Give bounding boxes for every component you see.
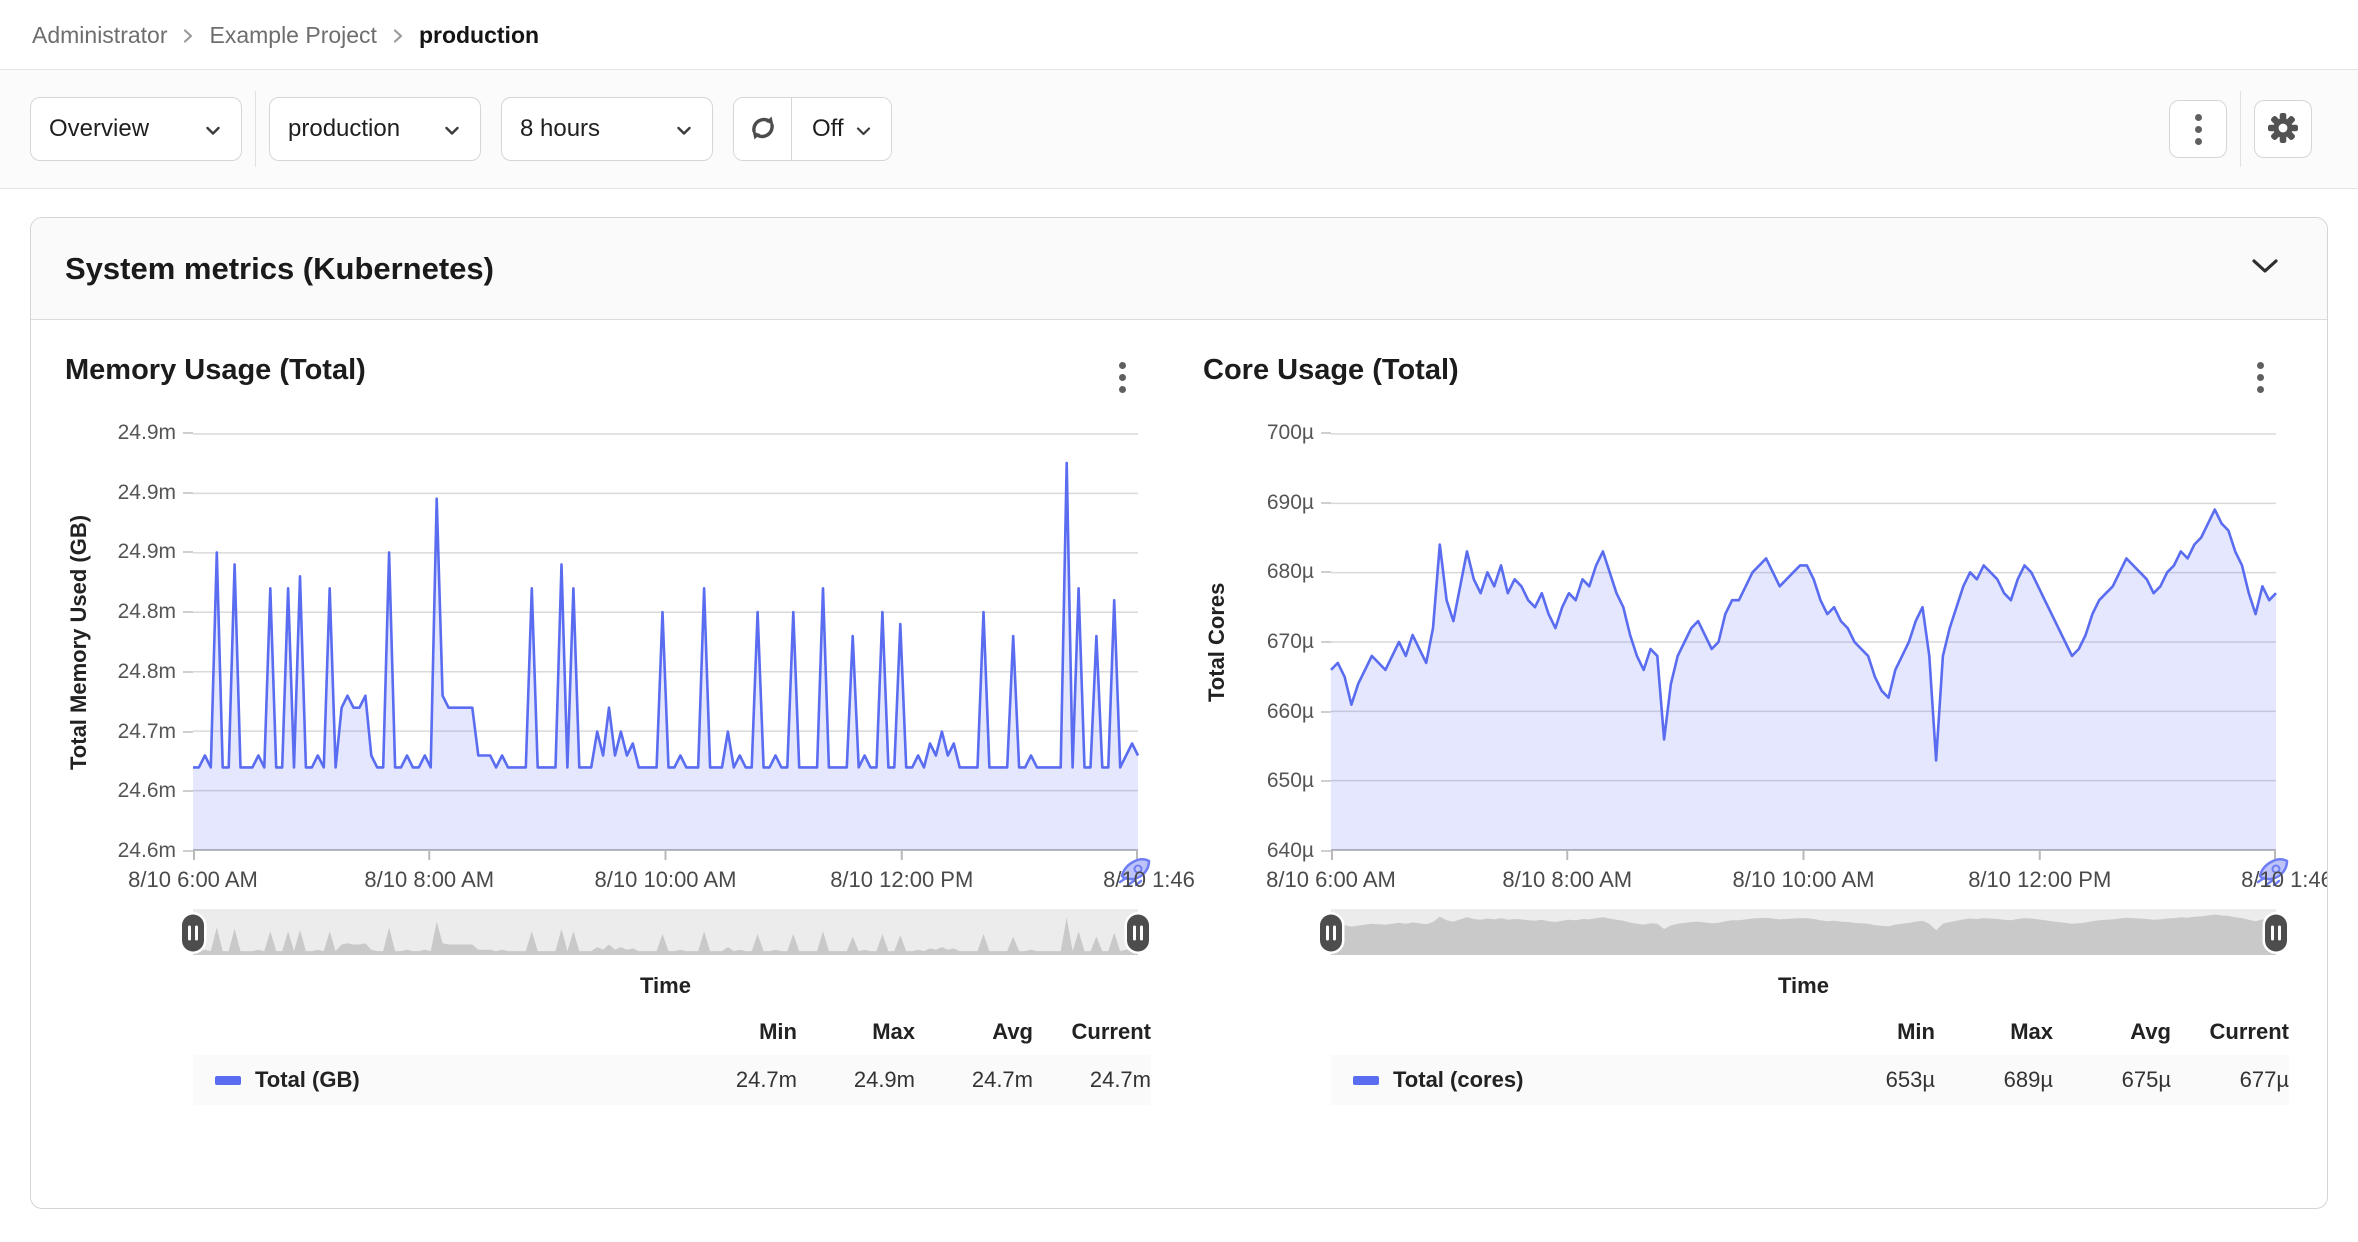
- legend-value: 677µ: [2239, 1067, 2289, 1092]
- legend-header-max: Max: [872, 1019, 915, 1044]
- panel-body: Memory Usage (Total) Total Memory Used (…: [31, 320, 2327, 1105]
- chart-menu-button[interactable]: [1107, 354, 1138, 401]
- legend-header-max: Max: [2010, 1019, 2053, 1044]
- legend-header-avg: Avg: [992, 1019, 1033, 1044]
- toolbar-divider: [2240, 91, 2241, 167]
- x-axis-label: Time: [1778, 973, 1829, 998]
- x-tick-label: 8/10 6:00 AM: [1266, 867, 1396, 892]
- breadcrumb: Administrator Example Project production: [0, 0, 2358, 69]
- y-axis-ticks: 700µ 690µ 680µ 670µ 660µ 650µ 640µ: [1231, 421, 1331, 862]
- brush-handle-right[interactable]: [1127, 914, 1149, 952]
- legend-value: 24.7m: [971, 1067, 1033, 1092]
- series-swatch-icon: [215, 1075, 241, 1085]
- legend-table: Min Max Avg Current Total (cores) 653µ 689µ 67…: [1331, 1009, 2289, 1105]
- x-axis-ticks: 8/10 6:00 AM 8/10 8:00 AM 8/10 10:00 AM 8/1…: [128, 861, 1195, 901]
- toolbar-divider: [255, 91, 256, 167]
- time-range-select[interactable]: 8 hours: [501, 97, 713, 161]
- chart-title: Memory Usage (Total): [65, 354, 366, 386]
- gear-icon: [2265, 110, 2301, 149]
- chevron-down-icon: [205, 115, 221, 143]
- time-range-brush[interactable]: [1320, 909, 2287, 957]
- x-tick-label: 8/10 6:00 AM: [128, 867, 258, 892]
- brush-handle-left[interactable]: [1320, 914, 1342, 952]
- y-axis-title: Total Cores: [1204, 582, 1229, 702]
- breadcrumb-item-project[interactable]: Example Project: [209, 22, 377, 48]
- legend-headers: Min Max Avg Current: [193, 1009, 1151, 1055]
- auto-refresh-value: Off: [812, 115, 844, 142]
- legend-header-current: Current: [2209, 1019, 2289, 1044]
- chevron-right-icon: [182, 27, 194, 45]
- y-axis-title: Total Memory Used (GB): [66, 514, 91, 770]
- x-tick-label: 8/10 12:00 PM: [1968, 867, 2112, 892]
- x-tick-label: 8/10 8:00 AM: [364, 867, 495, 892]
- filters-toolbar: Overview production 8 hours: [0, 69, 2358, 189]
- legend-rows: Total (cores) 653µ 689µ 675µ 677µ: [1331, 1055, 2289, 1105]
- x-tick-label: 8/10 10:00 AM: [594, 867, 737, 892]
- toolbar-right-actions: [2169, 91, 2312, 167]
- settings-button[interactable]: [2254, 100, 2312, 158]
- brush-handle-right[interactable]: [2265, 914, 2287, 952]
- core-usage-chart: Core Usage (Total) Total Cores 700µ 690µ 6…: [1203, 354, 2327, 1105]
- y-axis-ticks: 24.9m 24.9m 24.9m 24.8m 24.8m 24.7m 24.6m 24.6m: [93, 421, 193, 862]
- legend-header-min: Min: [1897, 1019, 1935, 1044]
- x-tick-label: 8/10 8:00 AM: [1502, 867, 1633, 892]
- chart-title: Core Usage (Total): [1203, 354, 1459, 386]
- refresh-icon: [746, 111, 780, 148]
- legend-value: 24.7m: [1089, 1067, 1151, 1092]
- legend-value: 653µ: [1885, 1067, 1935, 1092]
- legend-headers: Min Max Avg Current: [1331, 1009, 2289, 1055]
- auto-refresh-interval-button[interactable]: Off: [792, 98, 891, 160]
- x-axis-label: Time: [640, 973, 691, 998]
- system-metrics-panel: System metrics (Kubernetes) Memory Usage…: [30, 217, 2328, 1209]
- legend-header-min: Min: [759, 1019, 797, 1044]
- breadcrumb-item-current: production: [418, 22, 540, 48]
- brush-handle-left[interactable]: [182, 914, 204, 952]
- time-range-brush[interactable]: [182, 909, 1149, 957]
- legend-rows: Total (GB) 24.7m 24.9m 24.7m 24.7m: [193, 1055, 1151, 1105]
- panel-header[interactable]: System metrics (Kubernetes): [31, 218, 2327, 320]
- chevron-down-icon: [444, 115, 460, 143]
- legend-row[interactable]: Total (GB) 24.7m 24.9m 24.7m 24.7m: [193, 1055, 1151, 1105]
- x-tick-label: 8/10 12:00 PM: [830, 867, 974, 892]
- series-swatch-icon: [1353, 1075, 1379, 1085]
- kebab-menu-icon: [2194, 113, 2202, 145]
- namespace-select-value: production: [288, 115, 401, 142]
- chart-menu-button[interactable]: [2245, 354, 2276, 401]
- panel-title: System metrics (Kubernetes): [65, 250, 494, 286]
- view-select-value: Overview: [49, 115, 150, 142]
- breadcrumb-item-administrator[interactable]: Administrator: [32, 22, 168, 48]
- legend-value: 24.7m: [735, 1067, 797, 1092]
- chevron-down-icon[interactable]: [2251, 258, 2279, 279]
- legend-header-current: Current: [1071, 1019, 1151, 1044]
- legend-value: 24.9m: [853, 1067, 915, 1092]
- x-tick-label: 8/10 10:00 AM: [1732, 867, 1875, 892]
- chevron-down-icon: [676, 115, 692, 143]
- series-name: Total (GB): [215, 1067, 679, 1093]
- plot-area[interactable]: [1330, 433, 2289, 887]
- x-axis-ticks: 8/10 6:00 AM 8/10 8:00 AM 8/10 10:00 AM 8/1…: [1266, 861, 2327, 901]
- x-tick-label: 8/10 1:46: [2241, 867, 2328, 892]
- time-range-select-value: 8 hours: [520, 115, 601, 142]
- legend-row[interactable]: Total (cores) 653µ 689µ 675µ 677µ: [1331, 1055, 2289, 1105]
- plot-area[interactable]: [193, 433, 1151, 887]
- legend-value: 689µ: [2003, 1067, 2053, 1092]
- x-tick-label: 8/10 1:46: [1103, 867, 1195, 892]
- legend-value: 675µ: [2121, 1067, 2171, 1092]
- refresh-button[interactable]: [734, 98, 792, 160]
- legend-table: Min Max Avg Current Total (GB) 24.7m 24.9m 24.…: [193, 1009, 1151, 1105]
- auto-refresh-group: Off: [733, 97, 892, 161]
- series-name: Total (cores): [1353, 1067, 1817, 1093]
- chevron-down-icon: [856, 115, 871, 143]
- more-options-button[interactable]: [2169, 100, 2227, 158]
- memory-usage-chart: Memory Usage (Total) Total Memory Used (…: [65, 354, 1195, 1105]
- view-select[interactable]: Overview: [30, 97, 242, 161]
- chevron-right-icon: [392, 27, 404, 45]
- namespace-select[interactable]: production: [269, 97, 481, 161]
- legend-header-avg: Avg: [2130, 1019, 2171, 1044]
